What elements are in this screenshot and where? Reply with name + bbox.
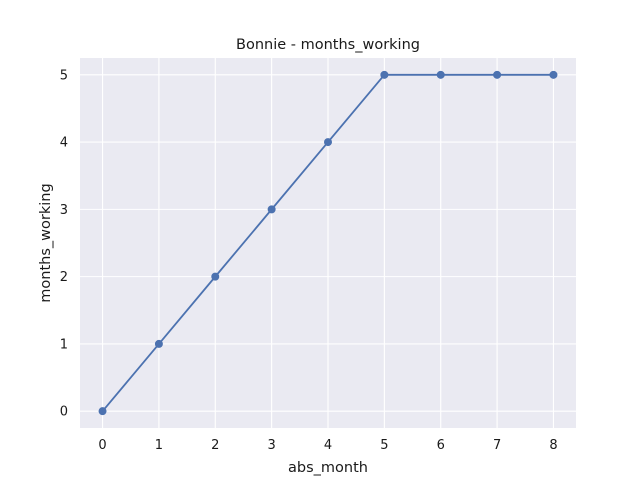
data-point	[211, 272, 220, 281]
data-point	[493, 70, 502, 79]
x-tick-label: 0	[98, 438, 106, 453]
data-point	[267, 205, 276, 214]
data-point	[436, 70, 445, 79]
x-tick-label: 5	[380, 438, 388, 453]
x-tick-label: 6	[437, 438, 445, 453]
x-tick-label: 2	[211, 438, 219, 453]
y-axis-label: months_working	[38, 183, 54, 302]
tick-labels: 0 1 2 3 4 5 6 7 8 0 1 2 3 4 5	[60, 68, 558, 453]
x-axis-label: abs_month	[288, 460, 368, 476]
chart-title: Bonnie - months_working	[236, 37, 420, 53]
data-point	[98, 407, 107, 416]
x-tick-label: 3	[267, 438, 275, 453]
y-tick-label: 5	[60, 68, 68, 83]
x-tick-label: 4	[324, 438, 332, 453]
y-tick-label: 3	[60, 203, 68, 218]
data-point	[323, 138, 332, 147]
data-point	[549, 70, 558, 79]
x-tick-label: 8	[549, 438, 557, 453]
y-tick-label: 0	[60, 405, 68, 420]
y-tick-label: 1	[60, 337, 68, 352]
data-point	[380, 70, 389, 79]
y-tick-label: 2	[60, 270, 68, 285]
y-tick-label: 4	[60, 136, 68, 151]
series-layer	[98, 70, 558, 416]
x-tick-label: 1	[155, 438, 163, 453]
data-point	[154, 339, 163, 348]
x-tick-label: 7	[493, 438, 501, 453]
